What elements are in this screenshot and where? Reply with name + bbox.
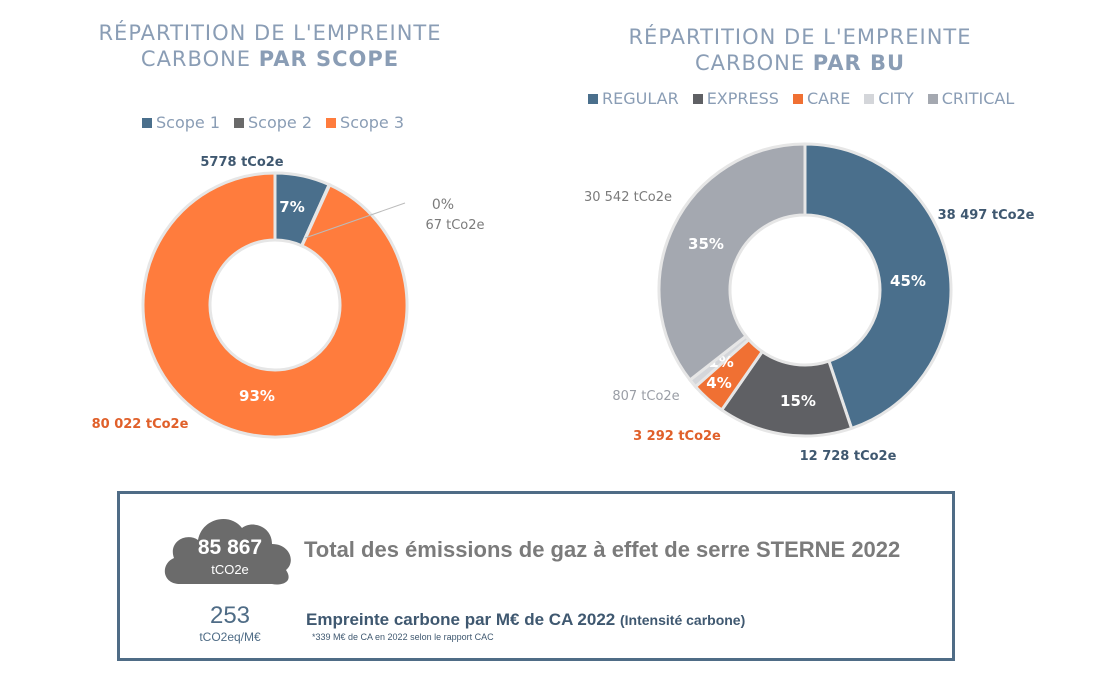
legend-swatch [927, 93, 938, 104]
scope-value-label: 67 tCo2e [425, 218, 484, 233]
intensity-label: Empreinte carbone par M€ de CA 2022 (Int… [306, 610, 745, 630]
bu-value-label: 3 292 tCo2e [633, 429, 721, 444]
scope-percent-label: 7% [279, 198, 304, 216]
legend-swatch [588, 93, 598, 104]
legend-label: EXPRESS [706, 89, 779, 108]
bu-legend: REGULAR EXPRESS CARE CITY CRITICAL [588, 89, 1014, 108]
bu-value-label: 807 tCo2e [612, 389, 679, 404]
legend-item-scope-1: Scope 1 [142, 113, 220, 132]
intensity-note: *339 M€ de CA en 2022 selon le rapport C… [312, 632, 494, 642]
bu-value-label: 12 728 tCo2e [800, 449, 897, 464]
legend-item-critical: CRITICAL [927, 89, 1015, 108]
legend-swatch [234, 117, 245, 128]
scope-slice-scope-3 [141, 171, 409, 439]
summary-box: 85 867 tCO2e Total des émissions de gaz … [117, 491, 955, 661]
bu-title-plain: CARBONE [694, 51, 813, 75]
total-value: 85 867 [197, 536, 263, 559]
legend-swatch [326, 117, 337, 128]
scope-legend: Scope 1 Scope 2 Scope 3 [142, 113, 404, 132]
legend-label: CRITICAL [941, 89, 1015, 108]
scope-title-plain: CARBONE [140, 47, 259, 71]
intensity-label-main: Empreinte carbone par M€ de CA 2022 [306, 610, 616, 629]
bu-slice-critical [657, 142, 807, 383]
legend-label: REGULAR [602, 89, 679, 108]
scope-value-label: 5778 tCo2e [200, 155, 283, 170]
total-label: Total des émissions de gaz à effet de se… [304, 537, 901, 562]
intensity-label-paren: (Intensité carbone) [620, 612, 746, 628]
legend-label: CITY [878, 89, 914, 108]
scope-value-label: 80 022 tCo2e [92, 417, 189, 432]
bu-value-label: 30 542 tCo2e [584, 190, 672, 205]
legend-label: Scope 3 [340, 113, 405, 132]
legend-swatch [864, 93, 875, 104]
bu-title-line2: CARBONE PAR BU [610, 50, 990, 76]
intensity-unit: tCO2eq/M€ [199, 630, 261, 644]
legend-item-scope-2: Scope 2 [234, 113, 312, 132]
legend-item-city: CITY [864, 89, 914, 108]
scope-chart-title: RÉPARTITION DE L'EMPREINTE CARBONE PAR S… [80, 20, 460, 72]
scope-callout-line [304, 202, 406, 239]
bu-percent-label: 35% [688, 235, 724, 253]
legend-swatch [142, 117, 152, 128]
legend-label: Scope 1 [156, 113, 221, 132]
bu-chart-title: RÉPARTITION DE L'EMPREINTE CARBONE PAR B… [610, 24, 990, 76]
bu-value-label: 38 497 tCo2e [938, 208, 1035, 223]
charts-canvas: 7% 5778 tCo2e 67 tCo2e 93% 80 022 tCo2e 45% 38… [92, 142, 1035, 464]
bu-slice-regular [803, 142, 953, 431]
bu-percent-label: 45% [890, 272, 926, 290]
bu-title-bold: PAR BU [812, 51, 906, 75]
total-unit: tCO2e [211, 562, 249, 577]
scope-percent-label: 93% [239, 387, 275, 405]
legend-item-express: EXPRESS [692, 89, 779, 108]
bu-percent-label: 15% [780, 392, 816, 410]
legend-label: CARE [806, 89, 851, 108]
intensity-value: 253 [209, 602, 251, 629]
scope-title-line1: RÉPARTITION DE L'EMPREINTE [98, 21, 442, 45]
scope-title-bold: PAR SCOPE [258, 47, 400, 71]
bu-percent-label: 4% [706, 374, 731, 392]
legend-label: Scope 2 [248, 113, 313, 132]
legend-item-scope-3: Scope 3 [326, 113, 404, 132]
legend-item-regular: REGULAR [588, 89, 679, 108]
bu-title-line1: RÉPARTITION DE L'EMPREINTE [628, 25, 972, 49]
legend-swatch [792, 93, 803, 104]
scope-title-line2: CARBONE PAR SCOPE [80, 46, 460, 72]
cloud-icon [164, 518, 291, 585]
legend-item-care: CARE [792, 89, 851, 108]
legend-swatch [692, 93, 703, 104]
scope-percent-label-small: 0% [432, 197, 454, 213]
